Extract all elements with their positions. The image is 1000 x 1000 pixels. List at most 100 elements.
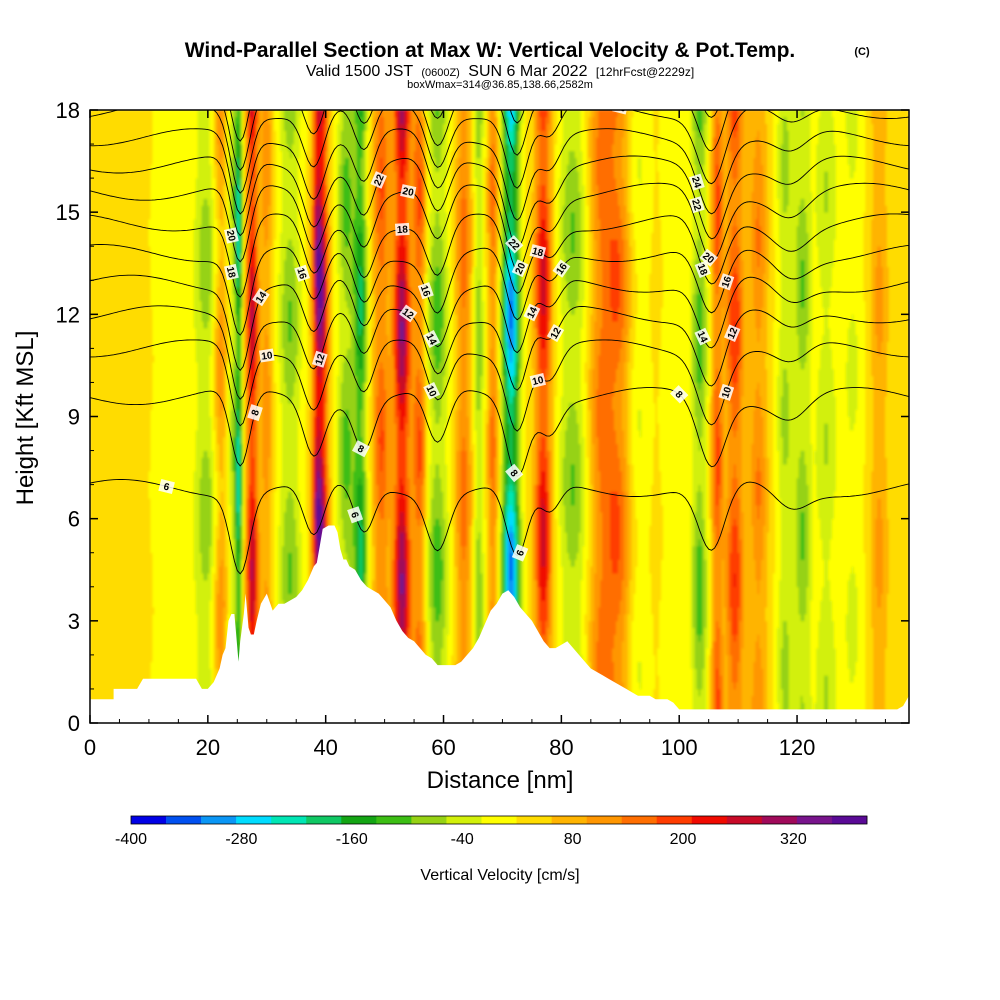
velocity-cell — [549, 110, 552, 131]
velocity-cell — [706, 110, 710, 145]
velocity-cell — [539, 334, 543, 370]
velocity-cell — [818, 368, 822, 520]
velocity-cell — [319, 477, 323, 506]
velocity-cell — [517, 130, 521, 254]
velocity-cell — [199, 225, 203, 302]
velocity-cell — [826, 211, 829, 424]
velocity-cell — [289, 300, 293, 342]
velocity-cell — [869, 110, 873, 723]
velocity-cell — [763, 204, 767, 274]
velocity-cell — [201, 110, 205, 206]
velocity-cell — [289, 491, 293, 554]
velocity-cell — [714, 640, 717, 723]
velocity-cell — [598, 354, 602, 472]
velocity-cell — [729, 497, 733, 554]
velocity-cell — [382, 198, 385, 268]
colorbar-tick-label: -40 — [451, 831, 474, 848]
velocity-cell — [250, 110, 254, 118]
velocity-cell — [342, 232, 346, 288]
velocity-cell — [759, 252, 763, 329]
velocity-cell — [362, 334, 366, 383]
velocity-cell — [399, 572, 403, 594]
colorbar-swatch — [306, 816, 342, 824]
velocity-cell — [596, 436, 600, 642]
velocity-cell — [635, 273, 639, 315]
velocity-cell — [505, 484, 509, 506]
velocity-cell — [427, 266, 431, 370]
velocity-cell — [623, 456, 627, 615]
velocity-cell — [560, 565, 564, 649]
velocity-cell — [254, 286, 258, 349]
velocity-cell — [773, 110, 776, 240]
velocity-cell — [594, 572, 598, 723]
velocity-cell — [755, 388, 759, 472]
velocity-cell — [513, 110, 517, 125]
velocity-cell — [252, 204, 256, 247]
velocity-cell — [511, 123, 515, 145]
velocity-cell — [718, 627, 721, 690]
velocity-cell — [244, 347, 248, 547]
velocity-cell — [225, 110, 228, 118]
isentrope-label: 22 — [370, 171, 387, 189]
velocity-cell — [150, 307, 154, 411]
isentrope-label-text: 12 — [314, 352, 328, 366]
velocity-cell — [126, 110, 130, 723]
velocity-cell — [341, 110, 344, 131]
velocity-cell — [818, 116, 822, 268]
velocity-cell — [429, 110, 433, 165]
velocity-cell — [380, 361, 384, 411]
velocity-cell — [264, 110, 268, 247]
velocity-cell — [729, 110, 733, 152]
velocity-cell — [264, 245, 268, 329]
velocity-cell — [132, 110, 136, 723]
velocity-cell — [399, 320, 403, 342]
velocity-cell — [417, 164, 421, 227]
velocity-cell — [443, 375, 446, 520]
velocity-cell — [364, 130, 368, 220]
velocity-cell — [445, 110, 448, 179]
velocity-cell — [777, 627, 780, 703]
velocity-cell — [547, 110, 550, 125]
velocity-cell — [513, 347, 517, 377]
velocity-cell — [490, 347, 494, 417]
velocity-cell — [435, 266, 439, 370]
velocity-cell — [291, 245, 295, 397]
velocity-cell — [857, 110, 861, 723]
velocity-cell — [570, 504, 574, 567]
colorbar-swatch — [376, 816, 412, 824]
velocity-cell — [586, 204, 590, 308]
velocity-cell — [765, 123, 768, 356]
velocity-cell — [437, 266, 440, 370]
velocity-cell — [517, 504, 521, 635]
velocity-cell — [849, 320, 853, 431]
velocity-cell — [399, 259, 403, 281]
velocity-cell — [547, 491, 550, 581]
velocity-cell — [191, 110, 195, 723]
velocity-cell — [824, 170, 827, 213]
velocity-cell — [690, 259, 694, 417]
velocity-cell — [733, 136, 737, 186]
velocity-cell — [566, 416, 570, 554]
velocity-cell — [421, 620, 425, 663]
velocity-cell — [309, 409, 313, 588]
velocity-cell — [484, 266, 488, 411]
velocity-cell — [615, 572, 619, 622]
velocity-cell — [291, 110, 295, 145]
velocity-cell — [723, 606, 727, 723]
velocity-cell — [317, 218, 321, 247]
velocity-cell — [295, 293, 299, 356]
velocity-cell — [507, 368, 511, 390]
velocity-cell — [223, 518, 226, 601]
velocity-cell — [321, 368, 325, 458]
velocity-cell — [199, 300, 203, 479]
velocity-cell — [621, 640, 625, 683]
velocity-cell — [674, 110, 678, 723]
velocity-cell — [712, 531, 715, 642]
velocity-cell — [727, 620, 731, 723]
velocity-cell — [755, 327, 759, 390]
velocity-cell — [468, 463, 472, 526]
velocity-cell — [863, 463, 867, 554]
velocity-cell — [692, 627, 696, 723]
velocity-cell — [824, 674, 827, 717]
velocity-cell — [437, 211, 440, 268]
